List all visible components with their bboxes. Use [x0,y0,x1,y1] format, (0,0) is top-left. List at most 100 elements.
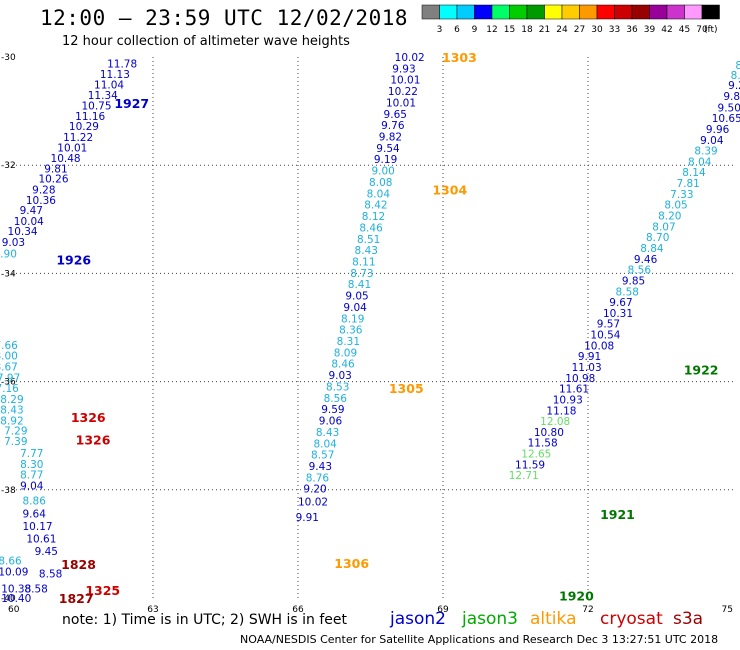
wave-height-point: 11.13 [100,69,130,81]
wave-height-point: 8.08 [369,177,392,189]
track-label: 1306 [334,556,369,571]
wave-height-point: 7.16 [0,383,19,395]
wave-height-point: 9.64 [23,509,47,521]
y-tick-label: -30 [1,53,16,63]
wave-height-point: 8.58 [616,286,639,298]
credits-footer: NOAA/NESDIS Center for Satellite Applica… [240,633,719,646]
wave-height-point: 9.65 [384,109,407,121]
wave-height-point: 8.43 [0,405,23,417]
track-label: 1827 [59,591,94,606]
wave-height-point: 9.04 [20,480,44,492]
x-tick-label: 66 [292,605,304,615]
wave-height-point: 7.33 [670,189,693,201]
wave-height-point: 9.85 [622,275,645,287]
wave-height-point: 12.71 [509,470,539,482]
wave-height-point: 8.92 [0,416,23,428]
colorbar-label: 42 [661,25,672,35]
wave-height-point: 8.20 [658,211,681,223]
wave-height-point: 9.28 [32,185,55,197]
colorbar-legend: 3 6 9 12 15 18 21 24 27 30 33 36 39 42 45 70(ft) [421,4,720,35]
wave-height-point: 10.02 [298,497,328,509]
wave-height-point: 10.40 [1,593,31,605]
wave-height-point: 9.00 [371,166,394,178]
wave-height-point: 10.98 [565,373,595,385]
colorbar-label: 18 [521,25,533,35]
wave-height-point: 8.51 [357,234,380,246]
wave-height-point: 8.04 [688,156,712,168]
wave-height-point: 9.06 [319,416,343,428]
wave-height-point: 8.56 [628,265,652,277]
wave-height-point: 8.58 [39,569,62,581]
wave-height-point: 10.04 [14,216,44,228]
wave-height-point: 8.77 [20,470,43,482]
wave-height-point: 8.90 [0,248,17,260]
colorbar-label: 30 [591,25,603,35]
wave-height-point: 9.47 [20,205,43,217]
colorbar-label: 70 [696,25,708,35]
wave-height-point: 9.03 [2,237,25,249]
track-label: 1305 [389,381,424,396]
wave-height-point: 8.07 [652,221,675,233]
wave-height-point: 10.31 [603,308,633,320]
wave-height-point: 8.12 [362,211,385,223]
wave-height-point: 9.46 [634,254,658,266]
track-label: 1927 [114,96,149,111]
wave-height-point: 9.04 [700,135,724,147]
track-label: 1920 [559,588,594,603]
track-label: 1922 [684,363,719,378]
y-tick-label: -36 [1,378,16,388]
wave-height-point: 9.19 [374,154,397,166]
wave-height-point: 9.83 [723,91,740,103]
y-tick-label: -38 [1,486,16,496]
track-label: 1325 [85,583,120,598]
wave-height-point: 11.04 [94,80,124,92]
colorbar-label: 27 [574,25,585,35]
satellite-legend-jason2: jason2 [390,609,446,629]
wave-height-point: 7.29 [4,425,27,437]
wave-height-point: 10.26 [38,174,68,186]
wave-height-point: 9.82 [379,132,402,144]
wave-height-point: 8.73 [350,268,373,280]
wave-height-point: 8.76 [306,472,330,484]
wave-height-point: 9.96 [706,124,730,136]
wave-height-point: 12.08 [540,416,570,428]
track-label: 1304 [432,183,467,198]
x-tick-label: 63 [147,605,158,615]
wave-height-point: 8.46 [331,359,355,371]
wave-height-point: 8.70 [646,232,669,244]
wave-height-point: 8.36 [339,325,363,337]
wave-height-point: 8.43 [316,427,339,439]
wave-height-point: 8.43 [355,245,378,257]
wave-height-point: 8.86 [23,496,47,508]
wave-height-point: 9.54 [376,143,400,155]
wave-height-point: 11.61 [559,384,589,396]
colorbar-unit: (ft) [704,25,718,35]
satellite-legend-altika: altika [530,609,577,629]
wave-height-point: 7.66 [0,340,18,352]
wave-height-point: 8.04 [313,438,337,450]
wave-height-point: 8.09 [334,347,357,359]
x-tick-label: 60 [8,605,20,615]
wave-height-point: 7.39 [4,436,27,448]
wave-height-point: 10.08 [584,340,614,352]
colorbar-label: 15 [504,25,515,35]
chart-subtitle: 12 hour collection of altimeter wave hei… [62,34,350,49]
track-label: 1303 [442,50,477,65]
satellite-legend-cryosat: cryosat [600,609,663,629]
wave-height-point: 10.29 [69,121,99,133]
wave-height-point: 8.19 [341,313,364,325]
wave-height-point: 9.93 [392,63,415,75]
wave-height-point: 9.05 [345,291,368,303]
wave-height-point: 9.59 [321,404,344,416]
track-label: 1326 [71,410,106,425]
wave-height-point: 10.65 [712,113,740,125]
colorbar-label: 24 [556,25,568,35]
wave-height-point: 9.67 [609,297,632,309]
wave-height-point: 8.84 [640,243,664,255]
wave-height-point: 10.34 [8,226,38,238]
wave-height-point: 8.31 [337,336,360,348]
wave-height-point: 10.75 [81,101,111,113]
wave-height-point: 11.18 [546,405,576,417]
